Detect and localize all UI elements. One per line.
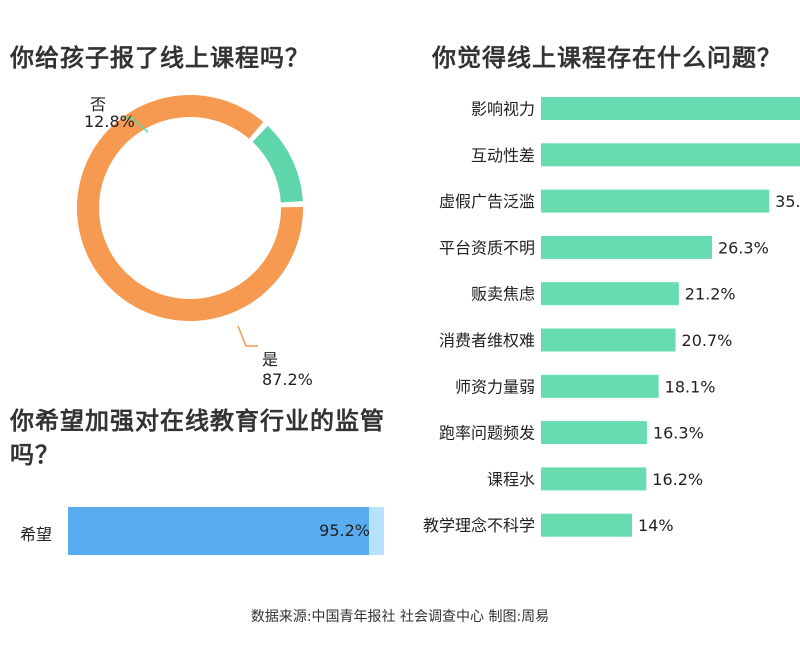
source-note: 数据来源:中国青年报社 社会调查中心 制图:周易 xyxy=(250,609,550,625)
bar xyxy=(541,189,770,213)
slice-label-yes: 是 xyxy=(262,350,279,369)
donut-chart-title: 你给孩子报了线上课程吗？ xyxy=(10,44,310,72)
bar-value-label: 26.3% xyxy=(718,238,769,257)
slice-no xyxy=(252,125,303,203)
bar-category-label: 平台资质不明 xyxy=(439,238,535,257)
leader-line-no xyxy=(124,117,149,133)
bar xyxy=(541,97,800,120)
bar xyxy=(541,143,800,167)
hope-bar xyxy=(68,507,369,555)
bar-category-label: 虚假广告泛滥 xyxy=(439,192,535,211)
bar xyxy=(541,328,676,352)
bar-category-label: 教学理念不科学 xyxy=(423,516,535,535)
bar-value-label: 21.2% xyxy=(685,285,736,304)
hope-bar-track: 95.2% xyxy=(68,507,384,555)
bar-value-label: 35.1% xyxy=(775,192,800,211)
bar xyxy=(541,467,647,491)
bar-category-label: 课程水 xyxy=(487,470,535,489)
bar-value-label: 18.1% xyxy=(665,377,716,396)
bar xyxy=(541,374,659,398)
bar xyxy=(541,235,712,259)
bar-category-label: 师资力量弱 xyxy=(455,377,535,396)
bar xyxy=(541,421,647,445)
bar-category-label: 跑率问题频发 xyxy=(439,424,535,443)
bar xyxy=(541,282,679,306)
hope-value-label: 95.2% xyxy=(319,521,370,540)
bar xyxy=(541,513,632,537)
leader-line-yes xyxy=(237,325,258,347)
hope-chart: 希望 95.2% xyxy=(10,507,390,555)
bar-value-label: 16.3% xyxy=(653,424,704,443)
slice-value-no: 12.8% xyxy=(84,112,135,131)
hope-chart-title: 你希望加强对在线教育行业的监管吗？ xyxy=(10,407,385,469)
bar-chart: 影响视力49.3%互动性差41.2%虚假广告泛滥35.1%平台资质不明26.3%… xyxy=(423,97,800,537)
bar-value-label: 16.2% xyxy=(652,470,703,489)
hope-category-label: 希望 xyxy=(20,525,53,544)
donut-chart xyxy=(76,94,303,347)
bar-category-label: 消费者维权难 xyxy=(439,331,535,350)
bar-category-label: 互动性差 xyxy=(471,146,535,165)
bar-category-label: 贩卖焦虑 xyxy=(471,285,535,304)
slice-label-no: 否 xyxy=(90,95,107,114)
bar-chart-title: 你觉得线上课程存在什么问题？ xyxy=(432,44,782,72)
bar-value-label: 20.7% xyxy=(682,331,733,350)
bar-category-label: 影响视力 xyxy=(471,100,535,119)
bar-value-label: 14% xyxy=(638,516,674,535)
slice-value-yes: 87.2% xyxy=(262,370,313,389)
